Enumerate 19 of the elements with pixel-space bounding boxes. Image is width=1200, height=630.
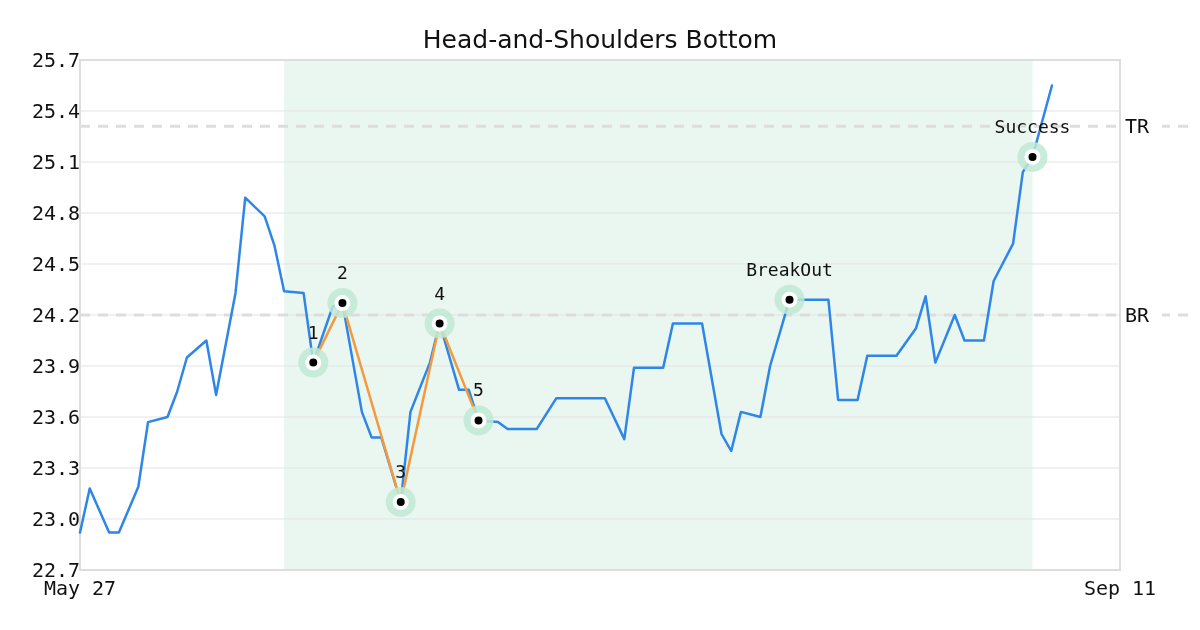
ref-line-label: TR	[1125, 114, 1151, 139]
y-tick-label: 23.0	[31, 507, 81, 531]
y-tick-label: 24.8	[31, 201, 81, 225]
annotation: 1	[307, 321, 319, 343]
y-tick-label: 24.5	[31, 252, 81, 276]
y-tick-label: 23.6	[31, 405, 81, 429]
annotation: 4	[434, 282, 446, 304]
ref-line-label: BR	[1125, 303, 1151, 327]
y-tick-label: 25.4	[31, 99, 81, 123]
y-tick-label: 23.3	[31, 456, 81, 480]
y-tick-label: 25.1	[31, 150, 81, 174]
y-tick-label: 25.7	[31, 48, 81, 72]
y-tick-label: 23.9	[31, 354, 81, 378]
chart-title: Head-and-Shoulders Bottom	[422, 25, 778, 54]
annotation: 2	[337, 262, 348, 284]
annotation: 5	[473, 379, 484, 401]
annotation: BreakOut	[746, 258, 833, 280]
y-tick-label: 24.2	[31, 303, 81, 327]
x-tick-label: Sep 11	[1083, 576, 1157, 600]
